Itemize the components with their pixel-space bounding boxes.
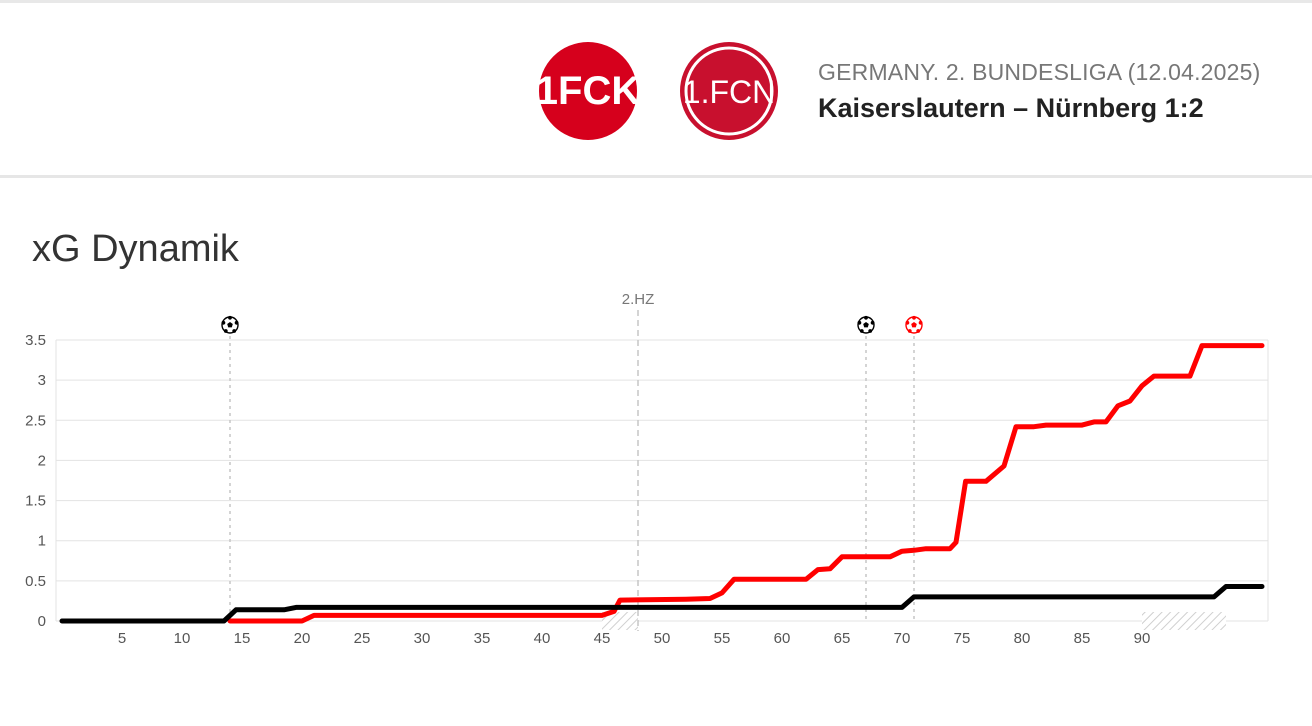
- ball-patch: [868, 329, 873, 333]
- x-tick-label: 55: [714, 630, 731, 647]
- home-logo-text: 1FCK: [538, 69, 638, 113]
- ball-patch: [912, 315, 916, 320]
- ball-patch: [905, 320, 910, 325]
- x-tick-label: 5: [118, 630, 126, 647]
- ball-patch: [859, 329, 864, 333]
- x-tick-label: 20: [294, 630, 311, 647]
- stoppage-time: [602, 612, 1226, 630]
- match-score: Kaiserslautern – Nürnberg 1:2: [818, 93, 1204, 123]
- ball-patch: [223, 329, 228, 333]
- chart-title: xG Dynamik: [32, 228, 239, 270]
- event-markers: 2.HZ: [221, 291, 923, 631]
- x-tick-label: 60: [774, 630, 791, 647]
- xg-chart: 2.HZ 0 0.5 1 1.5 2 2.5 3 3.5 5 10 15 20 25 30 35 40 45 50…: [25, 291, 1269, 647]
- football-icon: [857, 315, 875, 334]
- ball-patch: [857, 320, 862, 325]
- series-line: [227, 343, 1265, 624]
- ball-center-patch: [227, 322, 233, 328]
- series: [59, 343, 1265, 624]
- league-date: GERMANY. 2. BUNDESLIGA (12.04.2025): [818, 59, 1261, 85]
- y-tick-label: 0: [38, 613, 46, 630]
- home-team-logo: 1FCK: [538, 42, 638, 140]
- football-icon: [905, 315, 923, 334]
- x-tick-label: 50: [654, 630, 671, 647]
- stoppage-block: [1142, 612, 1226, 630]
- series-line: [59, 584, 1265, 624]
- x-tick-label: 25: [354, 630, 371, 647]
- y-tick-label: 1: [38, 533, 46, 550]
- ball-patch: [221, 320, 226, 325]
- y-tick-label: 1.5: [25, 493, 46, 510]
- ball-patch: [918, 320, 923, 325]
- x-tick-label: 75: [954, 630, 971, 647]
- x-tick-label: 30: [414, 630, 431, 647]
- x-tick-label: 90: [1134, 630, 1151, 647]
- y-tick-label: 2: [38, 452, 46, 469]
- ball-center-patch: [911, 322, 917, 328]
- grid: [55, 339, 1269, 622]
- ball-patch: [228, 315, 232, 320]
- match-header: 1FCK 1.FCN GERMANY. 2. BUNDESLIGA (12.04…: [0, 3, 1312, 175]
- halftime-label: 2.HZ: [622, 291, 655, 308]
- x-tick-label: 40: [534, 630, 551, 647]
- x-tick-label: 80: [1014, 630, 1031, 647]
- ball-patch: [864, 315, 868, 320]
- x-tick-label: 15: [234, 630, 251, 647]
- ball-patch: [916, 329, 921, 333]
- ball-patch: [907, 329, 912, 333]
- x-tick-label: 85: [1074, 630, 1091, 647]
- away-logo-text: 1.FCN: [683, 74, 775, 110]
- football-icon: [221, 315, 239, 334]
- top-rule: [0, 0, 1312, 3]
- ball-patch: [232, 329, 237, 333]
- x-tick-label: 10: [174, 630, 191, 647]
- x-tick-label: 70: [894, 630, 911, 647]
- y-tick-label: 3.5: [25, 332, 46, 349]
- ball-patch: [870, 320, 875, 325]
- x-tick-label: 35: [474, 630, 491, 647]
- stoppage-block: [602, 612, 638, 630]
- axes: 0 0.5 1 1.5 2 2.5 3 3.5 5 10 15 20 25 30 35 40 45 50 55 60 6…: [25, 332, 1150, 647]
- x-tick-label: 45: [594, 630, 611, 647]
- ball-center-patch: [863, 322, 869, 328]
- away-team-logo: 1.FCN: [680, 42, 778, 140]
- y-tick-label: 3: [38, 372, 46, 389]
- x-tick-label: 65: [834, 630, 851, 647]
- y-tick-label: 2.5: [25, 412, 46, 429]
- match-info: GERMANY. 2. BUNDESLIGA (12.04.2025) Kais…: [818, 59, 1261, 124]
- ball-patch: [234, 320, 239, 325]
- header-divider: [0, 175, 1312, 178]
- y-tick-label: 0.5: [25, 573, 46, 590]
